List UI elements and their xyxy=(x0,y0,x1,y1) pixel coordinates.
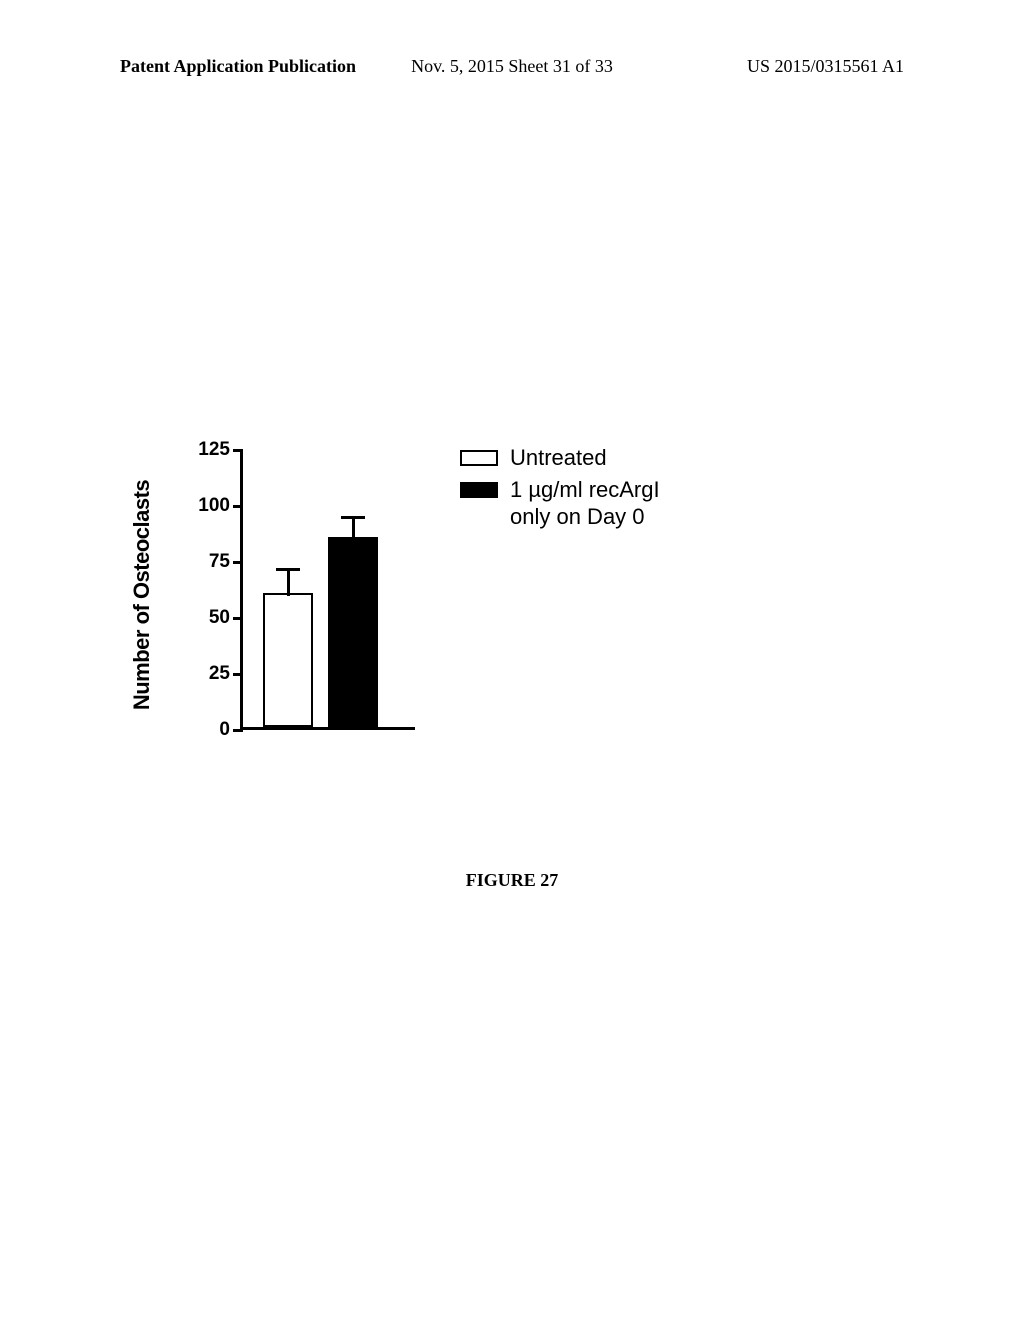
figure-caption: FIGURE 27 xyxy=(466,870,559,891)
legend: Untreated 1 µg/ml recArgIonly on Day 0 xyxy=(460,445,660,536)
y-tick xyxy=(233,561,243,564)
error-cap xyxy=(276,568,300,571)
header-left: Patent Application Publication xyxy=(120,56,356,77)
legend-row: Untreated xyxy=(460,445,660,471)
y-tick xyxy=(233,673,243,676)
legend-swatch xyxy=(460,450,498,466)
y-tick-label: 25 xyxy=(209,663,230,685)
header-center: Nov. 5, 2015 Sheet 31 of 33 xyxy=(411,56,613,77)
y-tick-label: 50 xyxy=(209,607,230,629)
y-tick-label: 0 xyxy=(219,719,230,741)
bar-chart: Number of Osteoclasts 0255075100125 xyxy=(180,440,440,750)
error-cap xyxy=(341,516,365,519)
error-stem xyxy=(287,569,290,596)
y-tick-label: 125 xyxy=(198,439,230,461)
y-tick-label: 100 xyxy=(198,495,230,517)
plot-area: 0255075100125 xyxy=(240,450,415,730)
y-axis-label: Number of Osteoclasts xyxy=(129,480,155,710)
y-tick xyxy=(233,449,243,452)
page-header: Patent Application Publication Nov. 5, 2… xyxy=(0,56,1024,77)
y-tick-label: 75 xyxy=(209,551,230,573)
y-tick xyxy=(233,505,243,508)
legend-row: 1 µg/ml recArgIonly on Day 0 xyxy=(460,477,660,530)
legend-swatch xyxy=(460,482,498,498)
bar-treated xyxy=(328,537,378,727)
figure-container: Number of Osteoclasts 0255075100125 Untr… xyxy=(180,440,880,780)
legend-label: Untreated xyxy=(510,445,607,471)
y-tick xyxy=(233,617,243,620)
legend-label: 1 µg/ml recArgIonly on Day 0 xyxy=(510,477,660,530)
bar-untreated xyxy=(263,593,313,727)
error-stem xyxy=(352,517,355,539)
y-tick xyxy=(233,729,243,732)
header-right: US 2015/0315561 A1 xyxy=(747,56,904,77)
